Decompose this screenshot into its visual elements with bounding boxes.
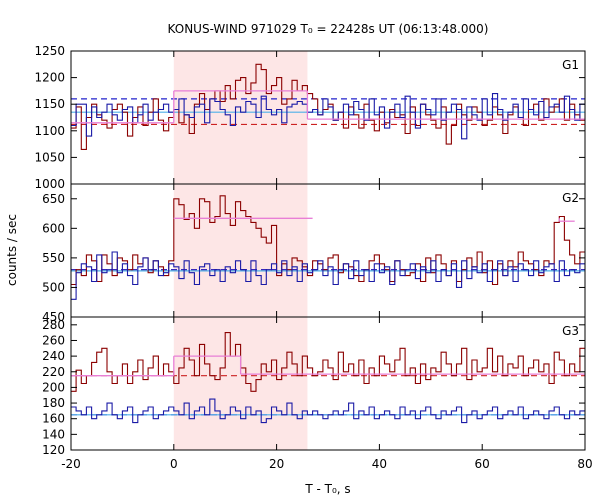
panel-label: G2: [562, 191, 579, 205]
y-tick-label: 1200: [34, 71, 65, 85]
plot-layers: 100010501100115012001250G145050055060065…: [34, 44, 592, 471]
y-tick-label: 280: [42, 318, 65, 332]
y-axis-label: counts / sec: [5, 214, 19, 286]
panel-label: G1: [562, 58, 579, 72]
y-tick-label: 260: [42, 333, 65, 347]
panel-frame: [70, 316, 586, 451]
panel-frame: [70, 183, 586, 318]
y-tick-label: 1000: [34, 177, 65, 191]
y-tick-label: 1050: [34, 150, 65, 164]
x-tick-label: 40: [372, 457, 387, 471]
y-tick-label: 450: [42, 310, 65, 324]
y-tick-label: 240: [42, 349, 65, 363]
y-tick-label: 200: [42, 380, 65, 394]
y-tick-label: 1150: [34, 97, 65, 111]
y-tick-label: 550: [42, 251, 65, 265]
y-tick-label: 650: [42, 192, 65, 206]
x-tick-label: -20: [61, 457, 81, 471]
y-tick-label: 140: [42, 427, 65, 441]
x-tick-label: 0: [170, 457, 178, 471]
panel-label: G3: [562, 324, 579, 338]
y-tick-label: 220: [42, 365, 65, 379]
x-tick-label: 20: [269, 457, 284, 471]
x-axis-label: T - T₀, s: [304, 482, 350, 496]
y-tick-label: 160: [42, 412, 65, 426]
y-tick-label: 1100: [34, 124, 65, 138]
series-blue-step-line: [71, 251, 585, 300]
y-tick-label: 120: [42, 443, 65, 457]
y-tick-label: 180: [42, 396, 65, 410]
x-tick-label: 80: [577, 457, 592, 471]
x-tick-label: 60: [475, 457, 490, 471]
highlight-interval: [173, 51, 308, 450]
series-blue-step-line: [71, 398, 585, 424]
chart-title: KONUS-WIND 971029 T₀ = 22428s UT (06:13:…: [168, 22, 489, 36]
y-tick-label: 500: [42, 280, 65, 294]
series-red-step-line: [71, 332, 585, 392]
y-tick-label: 1250: [34, 44, 65, 58]
series-blue-step-line: [71, 93, 585, 140]
y-tick-label: 600: [42, 221, 65, 235]
